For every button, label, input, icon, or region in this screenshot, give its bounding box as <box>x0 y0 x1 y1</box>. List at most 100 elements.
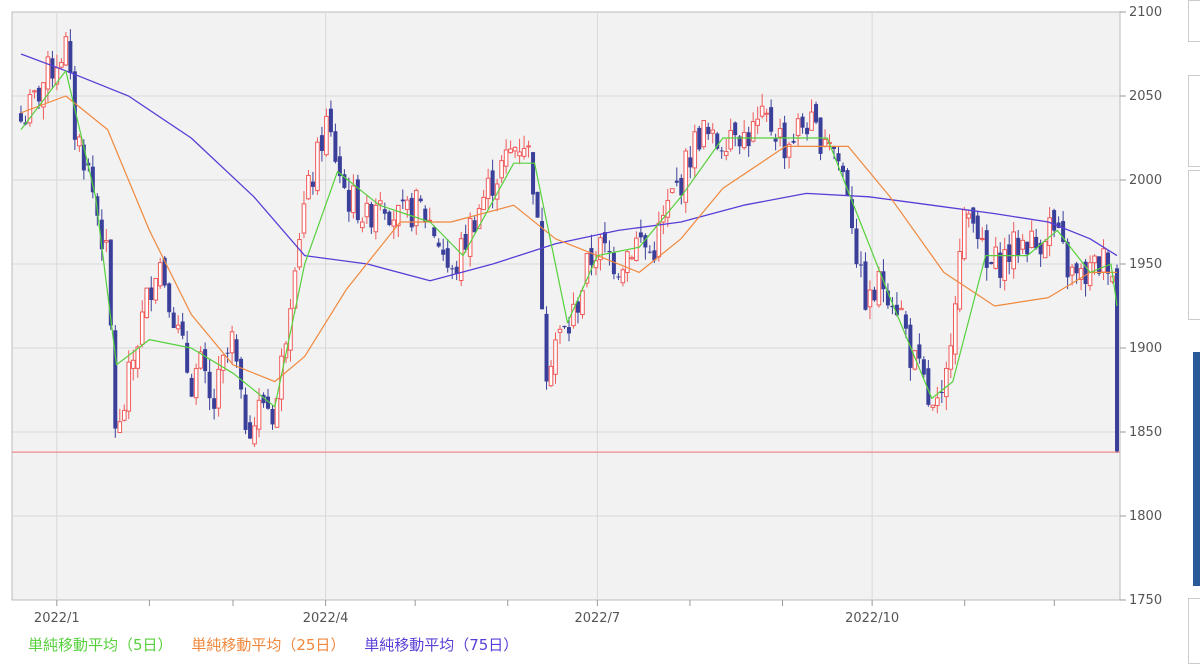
candle-body-down <box>800 116 805 128</box>
candle-body-up <box>404 199 410 210</box>
candle-body-up <box>413 189 419 227</box>
candle-body-down <box>266 396 271 409</box>
candle-body-down <box>854 228 859 265</box>
candle-body-up <box>656 222 662 258</box>
candle-body-down <box>382 209 387 214</box>
candle-body-up <box>692 131 698 169</box>
candle-body-down <box>697 127 702 150</box>
candle-body-down <box>1056 222 1061 228</box>
candle-body-down <box>984 230 989 268</box>
candle-body-up <box>521 147 527 157</box>
candle-body-up <box>297 239 302 268</box>
candle-body-down <box>814 104 819 123</box>
candle-body-up <box>526 145 531 148</box>
candle-body-down <box>18 113 23 122</box>
candle-body-down <box>643 235 648 248</box>
candle-body-up <box>1078 268 1084 280</box>
candle-body-up <box>157 262 163 287</box>
candle-body-down <box>607 250 612 253</box>
candle-body-up <box>121 409 127 421</box>
candle-body-down <box>611 252 616 275</box>
candle-body-up <box>944 368 949 398</box>
candle-body-up <box>1092 255 1097 264</box>
candle-body-up <box>508 148 513 154</box>
candle-body-up <box>620 269 626 284</box>
candle-body-up <box>351 185 356 214</box>
candle-body-up <box>1002 249 1008 281</box>
candle-body-down <box>652 250 657 261</box>
x-tick-label: 2022/10 <box>845 611 899 626</box>
candle-body-up <box>741 131 747 149</box>
candle-body-down <box>441 249 446 255</box>
candle-body-down <box>203 349 208 372</box>
candle-body-down <box>733 122 738 136</box>
candle-body-down <box>68 41 73 74</box>
candle-body-up <box>503 149 509 167</box>
candle-body-down <box>162 257 167 286</box>
candle-body-down <box>387 211 392 225</box>
candle-body-down <box>845 170 850 196</box>
candle-body-up <box>961 209 967 260</box>
candle-body-up <box>32 90 37 93</box>
y-tick-label: 1850 <box>1129 425 1162 440</box>
candle-body-down <box>171 312 176 329</box>
candle-body-up <box>912 350 918 370</box>
candle-body-up <box>104 239 109 243</box>
candle-body-up <box>723 151 729 156</box>
candle-body-down <box>872 289 877 301</box>
candle-body-up <box>728 129 733 150</box>
candle-body-down <box>540 221 545 310</box>
x-tick-label: 2022/1 <box>34 611 80 626</box>
candle-body-up <box>1011 231 1016 270</box>
candle-body-down <box>1025 241 1030 255</box>
candle-body-up <box>512 146 518 152</box>
candle-body-up <box>993 246 999 269</box>
candle-body-down <box>472 220 477 233</box>
candle-body-up <box>301 203 307 234</box>
candle-body-down <box>1052 210 1057 231</box>
candle-body-down <box>544 313 549 382</box>
candle-body-down <box>562 325 567 328</box>
candle-body-up <box>517 151 522 157</box>
candle-body-up <box>499 160 504 179</box>
candle-body-down <box>1007 244 1012 262</box>
candle-body-down <box>782 122 787 159</box>
x-tick-label: 2022/7 <box>574 611 620 626</box>
candle-body-up <box>822 138 828 147</box>
candle-body-down <box>1097 256 1102 274</box>
candle-body-up <box>867 289 873 308</box>
candle-body-up <box>1069 266 1075 276</box>
y-tick-label: 2050 <box>1129 89 1162 104</box>
candle-body-up <box>130 359 136 369</box>
candle-body-down <box>616 276 621 278</box>
candle-body-up <box>45 56 51 90</box>
candle-body-down <box>746 132 751 147</box>
candle-body-down <box>490 170 495 196</box>
candle-body-down <box>445 248 450 268</box>
candle-body-down <box>737 136 742 147</box>
candle-body-down <box>337 156 342 177</box>
plot-area <box>11 11 1121 601</box>
candle-body-down <box>836 153 841 162</box>
candle-body-up <box>777 128 783 138</box>
candle-body-down <box>328 108 333 133</box>
candle-body-up <box>683 150 689 203</box>
y-tick-label: 2100 <box>1129 5 1162 20</box>
candle-body-up <box>256 399 262 430</box>
side-panel-middle <box>1188 75 1200 167</box>
candle-body-down <box>1034 236 1039 249</box>
candle-body-up <box>252 425 257 445</box>
candle-body-down <box>346 189 351 212</box>
candle-body-down <box>369 203 374 228</box>
y-tick-label: 2000 <box>1129 173 1162 188</box>
candle-body-down <box>81 144 86 171</box>
moving-averages <box>20 53 1118 408</box>
candle-body-down <box>575 301 580 313</box>
candle-body-down <box>50 58 55 79</box>
candle-body-up <box>395 204 401 227</box>
candle-body-down <box>310 181 315 187</box>
candle-body-up <box>1101 248 1106 273</box>
candle-body-up <box>634 237 639 261</box>
candle-body-down <box>688 157 693 168</box>
candle-body-down <box>212 398 217 409</box>
